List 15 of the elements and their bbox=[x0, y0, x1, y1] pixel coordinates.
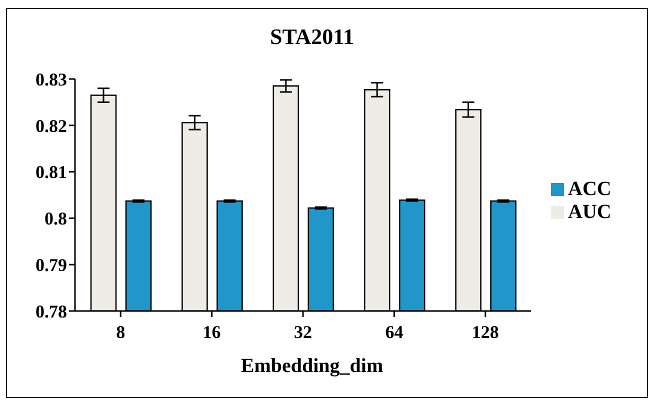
y-tick-label: 0.78 bbox=[36, 301, 67, 322]
y-tick-label: 0.81 bbox=[36, 162, 67, 182]
y-tick-label: 0.83 bbox=[36, 69, 67, 90]
chart-title: STA2011 bbox=[269, 24, 355, 50]
y-tick-label: 0.79 bbox=[36, 254, 67, 275]
x-axis-title: Embedding_dim bbox=[240, 355, 384, 378]
y-tick-label: 0.8 bbox=[44, 208, 67, 229]
x-tick-label: 128 bbox=[472, 322, 499, 342]
x-tick-label: 32 bbox=[294, 322, 312, 342]
y-tick-label: 0.82 bbox=[36, 116, 67, 136]
x-tick-label: 16 bbox=[202, 322, 221, 342]
x-tick-label: 8 bbox=[116, 322, 126, 342]
x-tick-label: 64 bbox=[385, 322, 404, 342]
legend-label: ACC bbox=[568, 178, 612, 200]
legend-label: AUC bbox=[568, 200, 612, 222]
